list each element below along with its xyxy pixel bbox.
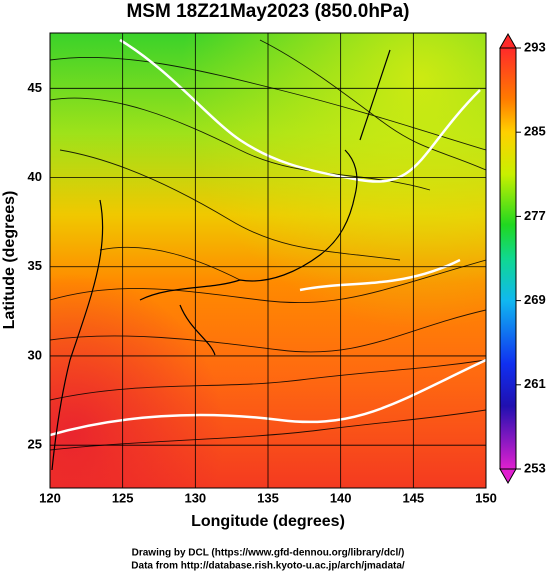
x-tick-label: 125 <box>112 490 134 505</box>
y-axis-label: Latitude (degrees) <box>1 191 18 330</box>
colorbar-tick-label: 293 <box>524 39 546 54</box>
colorbar <box>499 47 517 470</box>
colorbar-tick-label: 269 <box>524 292 546 307</box>
x-tick-label: 150 <box>475 490 497 505</box>
y-tick-label: 35 <box>28 258 42 273</box>
y-tick-label: 30 <box>28 347 42 362</box>
streamlines <box>50 39 486 451</box>
colorbar-tick-label: 261 <box>524 376 546 391</box>
y-tick-label: 40 <box>28 169 42 184</box>
colorbar-tick-label: 277 <box>524 208 546 223</box>
colorbar-max-arrow <box>499 32 517 49</box>
x-tick-label: 140 <box>330 490 352 505</box>
x-tick-label: 120 <box>39 490 61 505</box>
colorbar-tick-label: 285 <box>524 124 546 139</box>
contours <box>50 38 486 437</box>
x-tick-label: 135 <box>257 490 279 505</box>
y-tick-label: 45 <box>28 80 42 95</box>
title: MSM 18Z21May2023 (850.0hPa) <box>126 1 409 22</box>
colorbar-min-arrow <box>499 468 517 485</box>
x-tick-label: 145 <box>402 490 424 505</box>
x-tick-label: 130 <box>184 490 206 505</box>
credit: Drawing by DCL (https://www.gfd-dennou.o… <box>132 548 405 559</box>
x-axis-label: Longitude (degrees) <box>191 513 345 530</box>
colorbar-tick-label: 253 <box>524 460 546 475</box>
y-tick-label: 25 <box>28 437 42 452</box>
coastline <box>51 49 391 471</box>
credit: Data from http://database.rish.kyoto-u.a… <box>131 561 405 572</box>
